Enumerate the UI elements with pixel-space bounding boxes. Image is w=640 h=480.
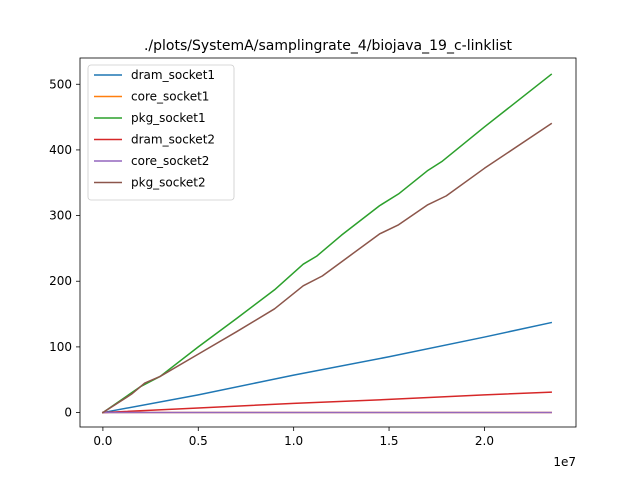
y-tick-label: 500 (49, 77, 72, 91)
chart-title: ./plots/SystemA/samplingrate_4/biojava_1… (144, 38, 513, 54)
y-tick-label: 300 (49, 209, 72, 223)
series-layer (101, 73, 553, 414)
y-tick-label: 100 (49, 340, 72, 354)
axes-layer: 0.0 0.5 1.0 1.5 2.0 0 100 200 300 400 500 (49, 57, 577, 448)
legend-label-core-socket1: core_socket1 (131, 90, 209, 104)
legend-label-dram-socket2: dram_socket2 (131, 133, 215, 147)
legend-label-dram-socket1: dram_socket1 (131, 68, 215, 82)
series-line-pkg-socket1 (101, 73, 553, 414)
legend: dram_socket1 core_socket1 pkg_socket1 dram_… (87, 64, 235, 201)
x-tick-label: 0.5 (189, 434, 208, 448)
legend-label-pkg-socket1: pkg_socket1 (131, 111, 206, 125)
series-line-dram-socket2 (102, 391, 552, 414)
legend-label-pkg-socket2: pkg_socket2 (131, 176, 206, 190)
plot-frame (79, 57, 577, 428)
x-tick-label: 1.0 (284, 434, 303, 448)
x-scale-label: 1e7 (553, 455, 576, 469)
series-line-pkg-socket2 (101, 122, 553, 414)
y-tick-label: 0 (64, 406, 72, 420)
x-tick-label: 1.5 (379, 434, 398, 448)
x-tick-label: 2.0 (475, 434, 494, 448)
legend-label-core-socket2: core_socket2 (131, 154, 209, 168)
series-line-dram-socket1 (102, 321, 553, 414)
y-tick-label: 200 (49, 274, 72, 288)
y-tick-label: 400 (49, 143, 72, 157)
x-tick-label: 0.0 (93, 434, 112, 448)
legend-box (87, 64, 235, 201)
